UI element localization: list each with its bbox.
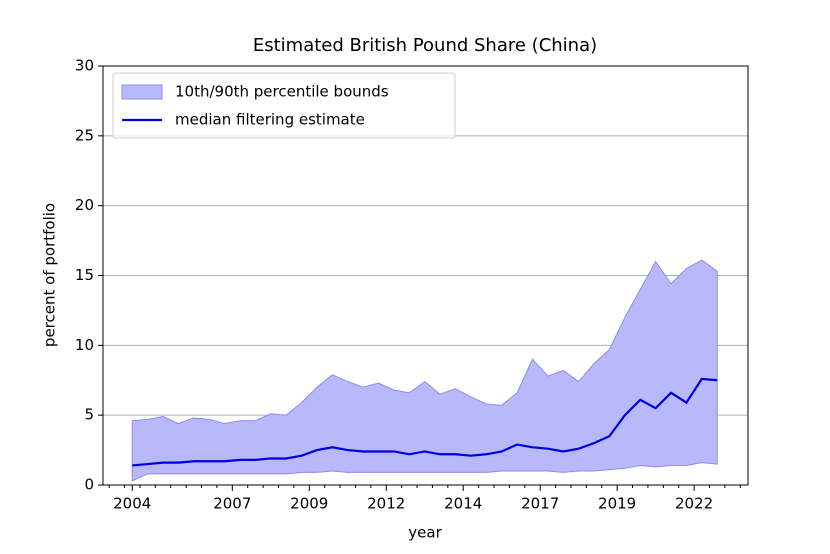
x-tick-label: 2022 (675, 495, 713, 513)
x-tick-label: 2009 (290, 495, 328, 513)
x-tick-label: 2004 (113, 495, 151, 513)
x-tick-label: 2007 (213, 495, 251, 513)
y-tick-label: 15 (75, 266, 94, 284)
median-line (132, 377, 718, 467)
legend-label: median filtering estimate (175, 111, 365, 129)
y-tick-label: 25 (75, 126, 94, 144)
plot-frame (102, 65, 749, 486)
y-tick-label: 10 (75, 336, 94, 354)
legend-label: 10th/90th percentile bounds (175, 83, 389, 101)
y-tick-label: 0 (84, 476, 94, 494)
percentile-band (131, 259, 718, 482)
legend-swatch (121, 84, 163, 100)
x-tick-label: 2014 (444, 495, 482, 513)
y-axis-label: percent of portfolio (41, 203, 59, 347)
x-tick-label: 2012 (367, 495, 405, 513)
x-axis-label: year (408, 524, 442, 542)
y-tick-label: 30 (75, 57, 94, 75)
y-tick-label: 20 (75, 196, 94, 214)
y-tick-label: 5 (84, 406, 94, 424)
chart-title: Estimated British Pound Share (China) (253, 35, 597, 56)
x-tick-label: 2019 (598, 495, 636, 513)
x-tick-label: 2017 (521, 495, 559, 513)
legend-box (112, 72, 456, 139)
